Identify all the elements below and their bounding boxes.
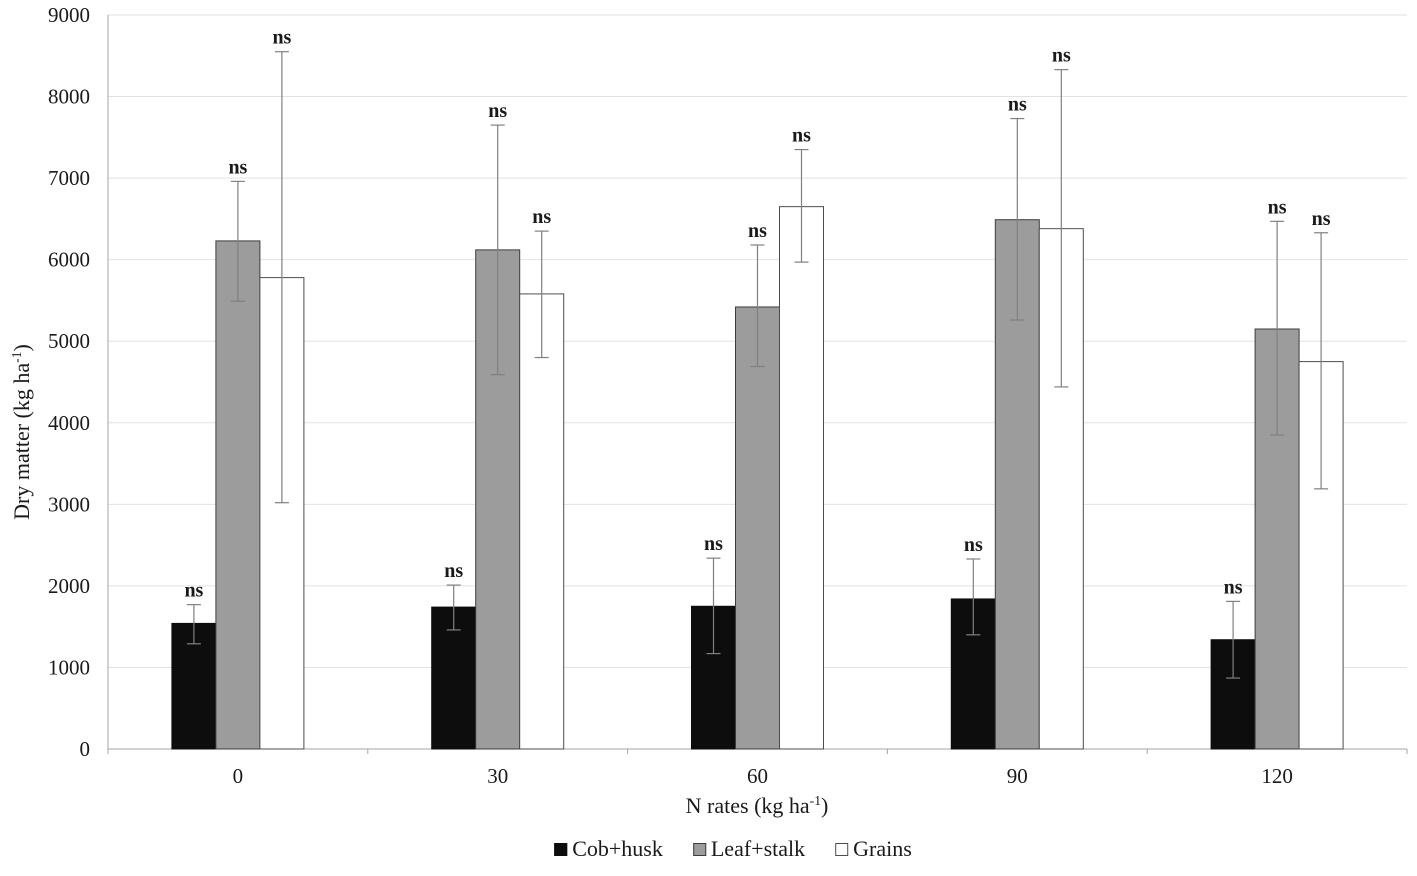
legend-swatch-grains-icon xyxy=(835,842,849,856)
x-tick-label: 60 xyxy=(747,764,768,788)
ns-label: ns xyxy=(444,560,463,582)
bar-leaf-stalk-0 xyxy=(215,240,261,750)
x-tick-label: 90 xyxy=(1007,764,1028,788)
y-tick-label: 6000 xyxy=(48,248,90,272)
ns-label: ns xyxy=(488,100,507,122)
y-tick-label: 2000 xyxy=(48,574,90,598)
bar-grains-30 xyxy=(519,293,565,750)
y-tick-label: 1000 xyxy=(48,655,90,679)
legend-label-cob-husk: Cob+husk xyxy=(572,836,663,861)
legend-label-grains: Grains xyxy=(853,836,912,861)
y-tick-label: 9000 xyxy=(48,3,90,27)
y-tick-label: 4000 xyxy=(48,411,90,435)
y-tick-label: 7000 xyxy=(48,166,90,190)
ns-label: ns xyxy=(184,580,203,602)
y-tick-label: 8000 xyxy=(48,85,90,109)
legend-label-leaf-stalk: Leaf+stalk xyxy=(710,836,806,861)
y-tick-label: 0 xyxy=(80,737,91,761)
ns-label: ns xyxy=(1008,94,1027,116)
ns-label: ns xyxy=(748,220,767,242)
ns-label: ns xyxy=(704,533,723,555)
x-axis-title: N rates (kg ha-1) xyxy=(685,792,829,819)
ns-label: ns xyxy=(792,125,811,147)
bar-leaf-stalk-60 xyxy=(735,306,780,750)
legend-swatch-leaf-stalk-icon xyxy=(692,842,706,856)
x-tick-label: 30 xyxy=(487,764,508,788)
ns-label: ns xyxy=(964,534,983,556)
ns-label: ns xyxy=(1224,576,1243,598)
bar-cob-husk-30 xyxy=(431,606,477,750)
legend-item-cob-husk: Cob+husk xyxy=(554,836,663,862)
ns-label: ns xyxy=(532,206,551,228)
legend-item-leaf-stalk: Leaf+stalk xyxy=(692,836,806,862)
y-tick-label: 5000 xyxy=(48,329,90,353)
x-tick-label: 0 xyxy=(233,764,244,788)
ns-label: ns xyxy=(1268,196,1287,218)
ns-label: ns xyxy=(1312,208,1331,230)
legend: Cob+husk Leaf+stalk Grains xyxy=(554,836,912,862)
ns-label: ns xyxy=(228,156,247,178)
ns-label: ns xyxy=(272,27,291,49)
y-axis-title: Dry matter (kg ha-1) xyxy=(8,344,35,520)
x-tick-label: 120 xyxy=(1261,764,1293,788)
bar-grains-60 xyxy=(779,206,824,750)
legend-swatch-cob-husk-icon xyxy=(554,842,568,856)
legend-item-grains: Grains xyxy=(835,836,912,862)
ns-label: ns xyxy=(1052,45,1071,67)
y-tick-label: 3000 xyxy=(48,492,90,516)
